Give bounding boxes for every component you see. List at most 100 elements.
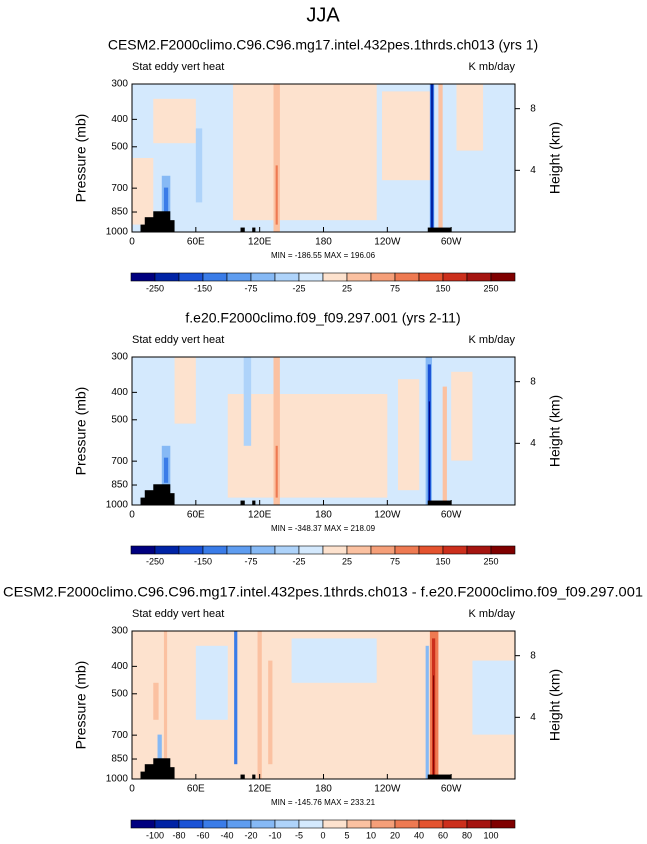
field-shading — [195, 128, 203, 203]
field-shading — [291, 638, 377, 683]
colorbar-label: -60 — [196, 830, 209, 840]
colorbar-box — [322, 819, 348, 829]
colorbar-box — [202, 819, 228, 829]
x-tick-label: 120E — [248, 784, 272, 795]
colorbar-label: -25 — [292, 556, 305, 566]
left-label: Stat eddy vert heat — [132, 334, 224, 346]
topography — [240, 500, 245, 505]
colorbar-box — [154, 545, 180, 555]
x-tick-label: 0 — [129, 510, 135, 521]
field-shading — [275, 165, 278, 225]
left-label: Stat eddy vert heat — [132, 61, 224, 73]
topography — [163, 493, 175, 505]
y-tick-label: 300 — [111, 79, 128, 90]
colorbar-label: 10 — [366, 830, 376, 840]
colorbar-label: 40 — [414, 830, 424, 840]
colorbar-label: -10 — [268, 830, 281, 840]
field-shading — [163, 187, 169, 218]
panel-title: CESM2.F2000climo.C96.C96.mg17.intel.432p… — [108, 37, 538, 53]
colorbar-label: 150 — [435, 556, 450, 566]
colorbar-box — [442, 545, 468, 555]
colorbar-box — [250, 819, 276, 829]
colorbar-label: 20 — [390, 830, 400, 840]
field-shading — [163, 457, 169, 483]
x-tick-label: 120W — [374, 784, 401, 795]
x-tick-label: 60W — [441, 237, 462, 248]
colorbar-box — [226, 272, 252, 282]
stats: MIN = -145.76 MAX = 233.21 — [271, 798, 376, 807]
colorbar-box — [178, 272, 204, 282]
stats: MIN = -348.37 MAX = 218.09 — [271, 524, 376, 533]
field-shading — [163, 631, 168, 779]
colorbar-label: 150 — [435, 283, 450, 293]
y2-axis-title: Height (km) — [547, 395, 563, 467]
y-tick-label: 500 — [111, 141, 128, 152]
colorbar-box — [346, 819, 372, 829]
colorbar-box — [346, 545, 372, 555]
topography — [163, 767, 175, 779]
y-tick-label: 500 — [111, 414, 128, 425]
field-shading — [456, 84, 484, 151]
field-shading — [233, 84, 377, 221]
y-tick-label: 300 — [111, 626, 128, 637]
colorbar-label: -40 — [220, 830, 233, 840]
y-tick-label: 850 — [111, 480, 128, 491]
colorbar-box — [274, 819, 300, 829]
colorbar-label: 5 — [344, 830, 349, 840]
field-shading — [397, 379, 420, 491]
colorbar-box — [250, 545, 276, 555]
colorbar-box — [490, 819, 516, 829]
topography — [427, 500, 452, 505]
x-tick-label: 180 — [315, 510, 332, 521]
field-shading — [433, 675, 435, 779]
colorbar-label: -250 — [146, 556, 164, 566]
colorbar-label: -5 — [295, 830, 303, 840]
topography — [427, 774, 452, 779]
x-tick-label: 60W — [441, 510, 462, 521]
y-tick-label: 850 — [111, 207, 128, 218]
field-shading — [451, 371, 473, 461]
right-label: K mb/day — [469, 61, 516, 73]
topography — [252, 774, 256, 779]
y-tick-label: 700 — [111, 183, 128, 194]
colorbar-box — [442, 819, 468, 829]
y-tick-label: 400 — [111, 387, 128, 398]
field-shading — [153, 98, 196, 144]
colorbar-label: 25 — [342, 283, 352, 293]
y-axis-title: Pressure (mb) — [73, 661, 89, 750]
field-shading — [227, 394, 388, 498]
y2-tick-label: 4 — [530, 165, 536, 176]
field-shading — [472, 660, 515, 735]
colorbar-label: -150 — [194, 283, 212, 293]
colorbar-box — [250, 272, 276, 282]
y-axis-title: Pressure (mb) — [73, 387, 89, 476]
colorbar-box — [394, 272, 420, 282]
colorbar-box — [274, 272, 300, 282]
colorbar-box — [226, 545, 252, 555]
colorbar-label: -20 — [244, 830, 257, 840]
y-tick-label: 400 — [111, 661, 128, 672]
colorbar-box — [274, 545, 300, 555]
field-shading — [243, 357, 252, 446]
colorbar-label: 0 — [320, 830, 325, 840]
colorbar-label: -75 — [244, 556, 257, 566]
field-shading — [428, 401, 430, 505]
colorbar-box — [154, 272, 180, 282]
y2-tick-label: 4 — [530, 438, 536, 449]
colorbar-box — [346, 272, 372, 282]
colorbar-box — [394, 545, 420, 555]
colorbar-label: 60 — [438, 830, 448, 840]
y-axis-title: Pressure (mb) — [73, 114, 89, 203]
x-tick-label: 60E — [187, 237, 205, 248]
colorbar-box — [298, 272, 324, 282]
panel-title: CESM2.F2000climo.C96.C96.mg17.intel.432p… — [3, 584, 643, 600]
topography — [427, 227, 452, 232]
x-tick-label: 120E — [248, 510, 272, 521]
field-shading — [275, 445, 278, 498]
field-shading — [257, 631, 262, 779]
colorbar-box — [154, 819, 180, 829]
panel-title: f.e20.F2000climo.f09_f09.297.001 (yrs 2-… — [185, 310, 460, 326]
topography — [252, 500, 256, 505]
y2-tick-label: 8 — [530, 650, 536, 661]
